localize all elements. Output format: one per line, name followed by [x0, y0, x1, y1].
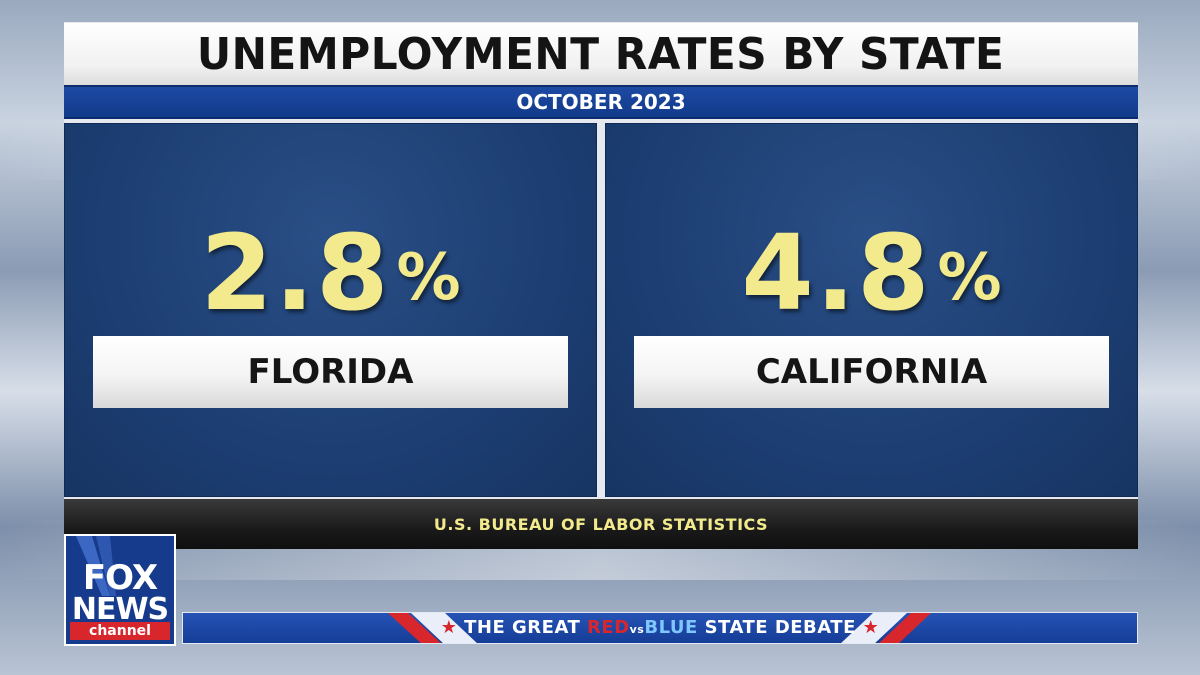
debate-banner: ★ THE GREAT REDvsBLUE STATE DEBATE ★: [182, 612, 1138, 644]
banner-text: ★ THE GREAT REDvsBLUE STATE DEBATE ★: [183, 613, 1137, 643]
banner-red-word: RED: [587, 617, 630, 638]
state-name: CALIFORNIA: [755, 352, 988, 392]
banner-text-part1: THE GREAT: [464, 617, 588, 638]
rate-number: 4.8: [741, 212, 932, 334]
subtitle-bar: OCTOBER 2023: [64, 85, 1138, 119]
logo-fox-text: FOX: [82, 558, 158, 598]
state-name: FLORIDA: [247, 352, 414, 392]
rate-value: 4.8%: [606, 212, 1137, 334]
rate-number: 2.8: [200, 212, 391, 334]
star-icon: ★: [862, 617, 880, 638]
logo-news-text: NEWS: [71, 592, 169, 627]
source-bar: U.S. BUREAU OF LABOR STATISTICS: [64, 499, 1138, 549]
searchlight-beams-icon: [76, 536, 116, 596]
logo-channel-text: channel: [70, 622, 170, 640]
fox-news-logo: FOX NEWS channel: [64, 534, 176, 646]
unemployment-graphic: UNEMPLOYMENT RATES BY STATE OCTOBER 2023…: [64, 22, 1138, 549]
star-icon: ★: [440, 617, 458, 638]
rate-percent-sign: %: [937, 241, 1002, 315]
rate-value: 2.8%: [65, 212, 596, 334]
state-panels: 2.8% FLORIDA 4.8% CALIFORNIA: [64, 119, 1138, 499]
rate-percent-sign: %: [396, 241, 461, 315]
source-text: U.S. BUREAU OF LABOR STATISTICS: [433, 514, 769, 534]
title-bar: UNEMPLOYMENT RATES BY STATE: [64, 22, 1138, 85]
panel-florida: 2.8% FLORIDA: [64, 123, 597, 497]
state-label-box: FLORIDA: [93, 336, 568, 408]
panel-california: 4.8% CALIFORNIA: [605, 123, 1138, 497]
banner-vs-word: vs: [629, 623, 645, 636]
banner-stripes-icon: [388, 613, 931, 643]
graphic-subtitle: OCTOBER 2023: [516, 90, 686, 114]
state-label-box: CALIFORNIA: [634, 336, 1109, 408]
banner-text-part2: STATE DEBATE: [697, 617, 856, 638]
graphic-title: UNEMPLOYMENT RATES BY STATE: [197, 28, 1005, 80]
banner-blue-word: BLUE: [644, 617, 698, 638]
